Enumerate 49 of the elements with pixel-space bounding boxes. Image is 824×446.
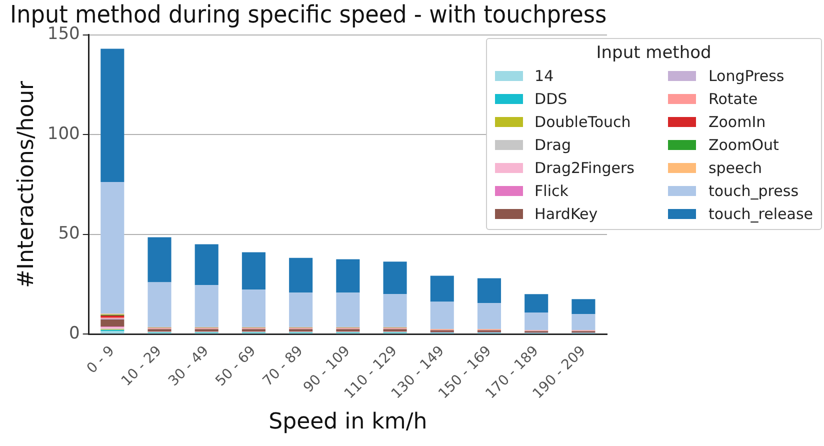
bar [336,259,360,293]
bar [194,285,218,328]
bar [336,292,360,328]
bar [383,294,407,328]
bar [100,48,124,182]
bar [194,244,218,286]
bar [148,237,172,282]
bar [430,302,454,330]
bar [430,276,454,302]
bar [289,292,313,328]
y-tick-label: 100 [47,124,80,144]
y-tick-label: 150 [47,24,80,44]
legend-label: Flick [534,182,568,200]
bar [524,312,548,330]
legend-label: DDS [534,90,568,108]
y-tick-label: 50 [58,224,80,244]
bar [242,290,266,328]
x-axis-title: Speed in km/h [268,410,428,435]
legend-label: touch_release [708,205,813,223]
bar [100,320,124,326]
legend-label: Drag [534,136,571,154]
bar [148,282,172,328]
legend-label: LongPress [708,67,784,85]
legend-label: ZoomOut [708,136,779,154]
bar [289,258,313,293]
bar [572,314,596,330]
bar [100,331,124,334]
legend-label: 14 [534,67,554,85]
bar [100,182,124,314]
x-tick-label: 0 - 9 [84,343,118,377]
x-tick-label: 10 - 29 [118,343,165,390]
x-tick-label: 50 - 69 [212,343,260,390]
bar [242,252,266,290]
bar [572,299,596,314]
legend-label: Rotate [708,90,758,108]
y-axis-title: #Interactions/hour [14,80,39,288]
bar [477,303,502,330]
x-tick-label: 30 - 49 [166,343,212,390]
legend-title: Input method [595,43,712,63]
bar [383,262,407,294]
bar [477,278,502,304]
legend-label: ZoomIn [708,113,766,131]
legend-label: Drag2Fingers [534,159,634,177]
legend-label: touch_press [708,182,799,200]
legend-label: speech [708,159,762,177]
legend-label: HardKey [534,205,598,223]
bar [524,294,548,313]
y-tick-label: 0 [69,323,80,344]
legend-label: DoubleTouch [534,113,631,131]
